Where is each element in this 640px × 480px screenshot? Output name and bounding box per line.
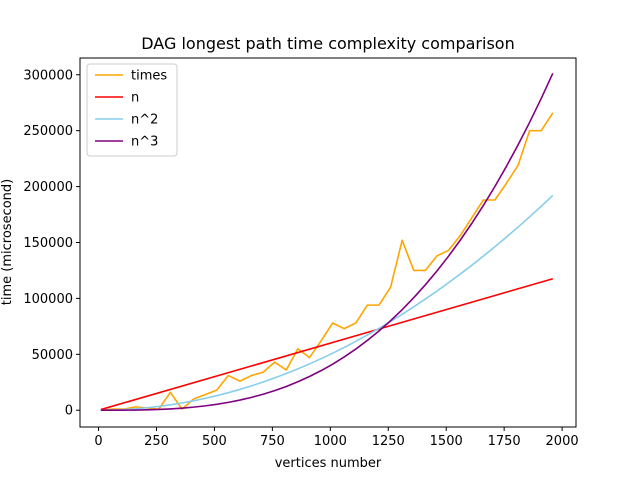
series-line-n2 [100, 194, 554, 412]
y-tick-label: 100000 [23, 292, 73, 307]
legend-label-n3: n^3 [131, 135, 158, 150]
y-tick-label: 50000 [32, 348, 73, 363]
legend: times n n^2 n^3 [86, 63, 178, 157]
legend-label-n2: n^2 [131, 113, 158, 128]
x-tick-label: 1750 [488, 434, 521, 449]
legend-box [86, 63, 178, 157]
y-axis-label: time (microsecond) [0, 179, 15, 305]
y-tick-label: 250000 [23, 124, 73, 139]
y-tick-label: 0 [65, 404, 73, 419]
series-line-n3 [100, 72, 554, 412]
x-tick-label: 1500 [430, 434, 463, 449]
y-tick-label: 300000 [23, 68, 73, 83]
x-tick-label: 2000 [546, 434, 579, 449]
x-axis-label: vertices number [275, 456, 382, 471]
legend-label-n: n [131, 91, 139, 106]
chart-title: DAG longest path time complexity compari… [141, 34, 514, 53]
x-tick-label: 750 [260, 434, 285, 449]
x-tick-label: 1250 [372, 434, 405, 449]
series-line-n [100, 277, 554, 411]
x-tick-label: 0 [94, 434, 102, 449]
x-tick-label: 250 [144, 434, 169, 449]
y-tick-label: 150000 [23, 236, 73, 251]
plot-area: 0 250 500 750 1000 1250 1500 1750 2000 0 50000 1000… [23, 57, 579, 449]
x-tick-label: 500 [202, 434, 227, 449]
y-tick-label: 200000 [23, 180, 73, 195]
series-line-times [100, 112, 554, 412]
legend-label-times: times [131, 69, 167, 84]
x-tick-label: 1000 [314, 434, 347, 449]
